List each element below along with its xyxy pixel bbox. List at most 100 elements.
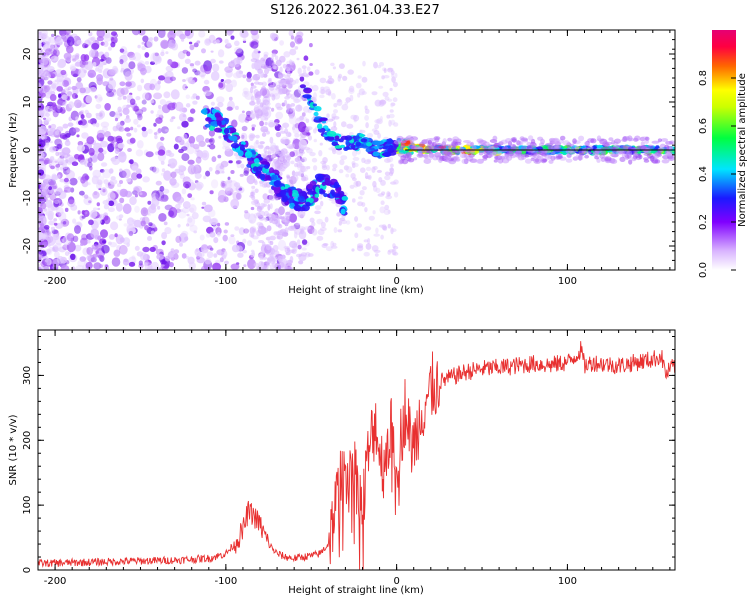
noise-blob (256, 113, 260, 120)
noise-blob (285, 89, 290, 96)
noise-blob (47, 127, 54, 136)
noise-blob (132, 190, 138, 195)
noise-blob (279, 130, 286, 134)
noise-blob (384, 158, 391, 164)
noise-blob (125, 81, 132, 87)
noise-blob (387, 67, 394, 71)
noise-blob (383, 75, 390, 79)
noise-blob (88, 219, 94, 226)
noise-blob (174, 168, 180, 174)
noise-blob (293, 231, 298, 239)
noise-blob (53, 233, 59, 241)
snr-xlabel: Height of straight line (km) (288, 585, 424, 596)
noise-blob (131, 30, 141, 36)
noise-blob (48, 211, 55, 217)
noise-blob (263, 198, 271, 204)
snr-frame (37, 329, 676, 571)
signal-blob (314, 193, 320, 198)
noise-blob (102, 81, 110, 87)
noise-blob (194, 70, 201, 76)
noise-blob (230, 35, 235, 40)
noise-blob (84, 64, 89, 69)
noise-blob (255, 134, 260, 139)
noise-blob (288, 213, 297, 223)
noise-blob (67, 199, 76, 208)
noise-blob (81, 233, 88, 241)
signal-blob (628, 159, 633, 165)
noise-blob (40, 202, 47, 209)
noise-blob (342, 75, 348, 81)
noise-blob (62, 244, 70, 251)
noise-blob (123, 223, 129, 227)
noise-blob (110, 141, 115, 147)
noise-blob (302, 72, 309, 77)
noise-blob (388, 113, 395, 119)
noise-blob (391, 76, 396, 83)
noise-blob (54, 38, 59, 44)
noise-blob (297, 104, 301, 111)
signal-blob (560, 135, 566, 141)
signal-blob (350, 144, 356, 150)
signal-blob (386, 138, 394, 144)
noise-blob (150, 61, 155, 65)
signal-blob (550, 151, 556, 155)
noise-blob (144, 61, 150, 65)
noise-blob (187, 116, 194, 122)
noise-blob (77, 210, 81, 215)
noise-blob (128, 230, 134, 237)
noise-blob (108, 234, 115, 240)
noise-blob (160, 259, 167, 265)
noise-blob (142, 176, 150, 183)
noise-blob (38, 117, 42, 121)
signal-blob (253, 158, 260, 164)
noise-blob (380, 200, 385, 205)
noise-blob (181, 67, 189, 74)
noise-blob (107, 191, 116, 201)
noise-blob (62, 221, 67, 225)
signal-blob (442, 138, 447, 144)
noise-blob (300, 228, 304, 235)
colorbar-tick-label: 0.2 (698, 214, 709, 230)
noise-blob (153, 227, 158, 232)
noise-blob (328, 75, 332, 79)
noise-blob (250, 41, 259, 49)
noise-blob (290, 103, 295, 107)
noise-blob (269, 264, 275, 270)
noise-blob (179, 209, 183, 213)
noise-blob (195, 147, 200, 153)
noise-blob (50, 55, 59, 62)
noise-blob (358, 88, 365, 96)
noise-blob (268, 189, 273, 194)
noise-blob (160, 136, 165, 141)
noise-blob (313, 128, 317, 134)
noise-blob (61, 34, 67, 40)
noise-blob (163, 76, 173, 84)
noise-blob (336, 150, 343, 155)
noise-blob (144, 52, 150, 58)
signal-blob (334, 145, 342, 149)
noise-blob (217, 49, 225, 58)
noise-blob (207, 245, 213, 250)
noise-blob (365, 122, 369, 129)
noise-blob (212, 63, 220, 72)
noise-blob (261, 227, 269, 234)
noise-blob (57, 60, 66, 69)
noise-blob (218, 60, 224, 64)
noise-blob (319, 194, 323, 200)
noise-blob (261, 81, 267, 87)
noise-blob (68, 196, 75, 205)
noise-blob (382, 225, 388, 231)
signal-blob (417, 149, 422, 155)
noise-blob (167, 210, 174, 218)
signal-blob (483, 141, 490, 147)
noise-blob (256, 221, 263, 227)
noise-blob (297, 121, 307, 133)
noise-blob (167, 102, 177, 111)
noise-blob (72, 235, 79, 242)
noise-blob (48, 146, 57, 153)
noise-blob (218, 189, 227, 200)
noise-blob (38, 217, 44, 224)
noise-blob (84, 44, 89, 48)
noise-blob (56, 104, 61, 110)
noise-blob (149, 83, 155, 91)
